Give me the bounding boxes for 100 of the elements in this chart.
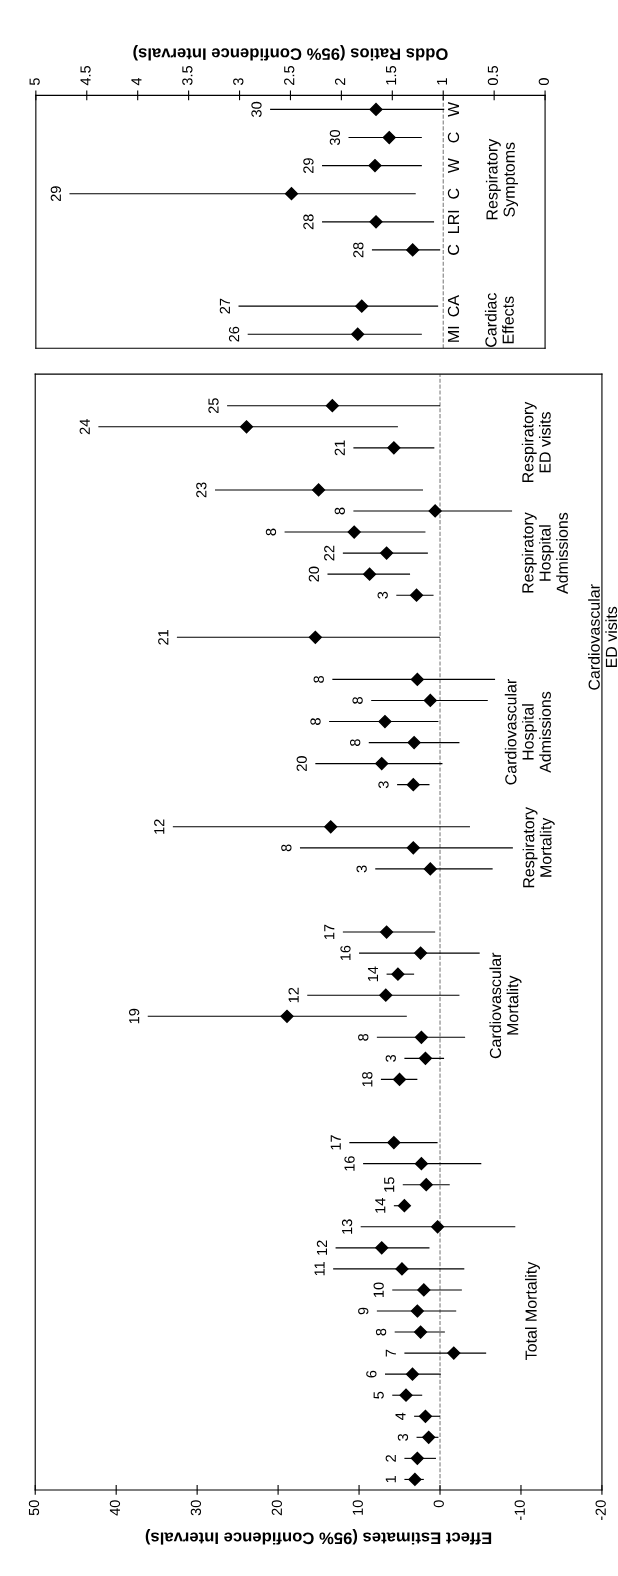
y-tick-label: 24 — [79, 419, 90, 435]
point — [410, 672, 424, 686]
point — [375, 757, 389, 771]
y-tick-label: 3 — [378, 781, 389, 789]
x-tick-label: 40 — [109, 1500, 121, 1516]
point — [428, 504, 442, 518]
x-tick-label: 2.5 — [284, 65, 295, 85]
x-tick-label: -10 — [514, 1500, 525, 1521]
point — [405, 1367, 420, 1381]
x-tick-label: 1.5 — [386, 65, 397, 85]
point — [414, 1157, 428, 1171]
point — [382, 130, 396, 145]
text: Respiratory Hospital Admissions — [521, 512, 568, 594]
point — [324, 820, 338, 834]
y-tick-label: 12 — [154, 819, 165, 834]
point — [325, 399, 339, 413]
point — [369, 215, 383, 229]
text: Respiratory ED visits — [521, 401, 551, 483]
y-tick-label: 16 — [340, 945, 351, 961]
point — [379, 925, 394, 939]
point — [423, 693, 437, 708]
point — [423, 862, 437, 876]
y-tick-label: 27 — [219, 298, 230, 314]
point — [355, 299, 369, 313]
point — [397, 1199, 411, 1213]
annotation: CA — [447, 295, 460, 317]
y-tick-label: 11 — [314, 1262, 325, 1276]
annotation: W — [447, 158, 459, 174]
y-tick-label: 8 — [358, 1033, 369, 1041]
point — [391, 967, 405, 981]
point — [406, 778, 420, 792]
text: Cardiovascular Hospital Admissions — [504, 679, 551, 785]
annotation: W — [447, 101, 459, 117]
y-tick-label: 3 — [377, 591, 388, 599]
text: Cardiac Effects — [484, 293, 514, 347]
point — [430, 1220, 445, 1234]
annotation: C — [447, 244, 460, 255]
point — [379, 988, 393, 1002]
y-tick-label: 18 — [362, 1071, 373, 1087]
y-tick-label: 28 — [303, 214, 314, 230]
point — [375, 1241, 389, 1255]
y-tick-label: 21 — [158, 629, 169, 645]
y-tick-label: 20 — [308, 566, 320, 582]
point — [347, 525, 361, 539]
x-tick-label: 0 — [538, 78, 549, 86]
point — [395, 1262, 409, 1276]
point — [414, 1030, 428, 1044]
point — [413, 946, 428, 960]
y-tick-label: 8 — [375, 1328, 387, 1336]
point — [311, 483, 326, 497]
y-tick-label: 17 — [324, 924, 335, 940]
y-tick-label: 8 — [313, 675, 324, 683]
point — [407, 735, 421, 750]
point — [284, 187, 299, 201]
point — [378, 714, 392, 729]
y-tick-label: 5 — [373, 1391, 384, 1399]
point — [379, 546, 394, 560]
y-tick-label: 22 — [324, 545, 335, 561]
y-tick-label: 8 — [310, 718, 321, 725]
point — [387, 1135, 401, 1150]
x-tick-label: 50 — [28, 1500, 40, 1516]
point — [368, 159, 382, 173]
y-tick-label: 12 — [316, 1240, 327, 1255]
y-tick-label: 1 — [385, 1476, 396, 1483]
y-tick-label: 29 — [50, 186, 62, 202]
y-tick-label: 29 — [303, 158, 314, 173]
point — [351, 327, 365, 341]
x-tick-label: 30 — [190, 1500, 202, 1516]
x-tick-label: 1 — [436, 78, 447, 85]
y-tick-label: 10 — [373, 1282, 384, 1297]
y-tick-label: 8 — [281, 844, 292, 852]
y-tick-label: 26 — [228, 326, 240, 342]
y-tick-label: 8 — [352, 697, 363, 704]
point — [410, 1304, 424, 1318]
point — [422, 1430, 436, 1444]
annotation: LRI — [447, 210, 459, 233]
point — [447, 1346, 461, 1360]
text: Cardiovascular ED visits — [588, 584, 618, 690]
x-tick-label: 0.5 — [487, 65, 499, 86]
x-tick-label: 4 — [131, 77, 142, 86]
y-tick-label: 9 — [358, 1307, 369, 1315]
text: Total Mortality — [525, 1261, 540, 1360]
point — [369, 102, 383, 116]
point — [419, 1178, 433, 1192]
point — [408, 1472, 422, 1487]
y-tick-label: 13 — [341, 1219, 353, 1234]
text: Respiratory Symptoms — [485, 138, 519, 220]
y-tick-label: 6 — [366, 1370, 377, 1378]
y-tick-label: 12 — [288, 987, 299, 1003]
point — [410, 1451, 424, 1465]
x-tick-label: 0 — [433, 1500, 444, 1508]
point — [362, 567, 377, 581]
point — [387, 441, 401, 455]
x-tick-label: 3.5 — [182, 65, 193, 86]
y-tick-label: 20 — [296, 756, 307, 771]
point — [409, 588, 424, 602]
point — [280, 1009, 294, 1023]
y-tick-label: 23 — [196, 482, 207, 498]
annotation: MI — [447, 326, 459, 342]
x-tick-label: -20 — [595, 1500, 606, 1521]
